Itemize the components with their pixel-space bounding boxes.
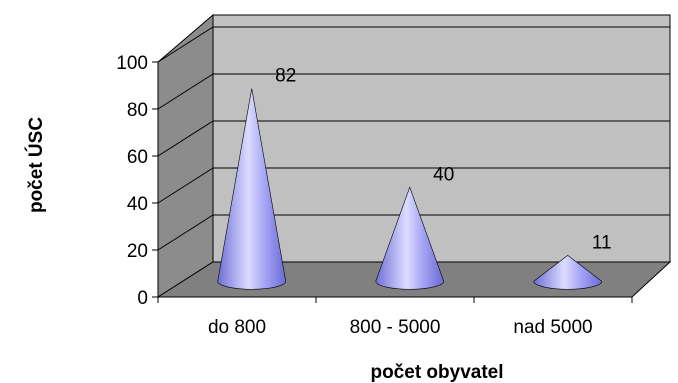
gridlines bbox=[157, 26, 670, 251]
gridline-side bbox=[157, 214, 214, 251]
cone-body bbox=[533, 255, 603, 290]
cone bbox=[217, 88, 287, 290]
cone-body bbox=[217, 88, 287, 290]
x-axis: do 800 800 - 5000 nad 5000 bbox=[157, 296, 633, 338]
x-category-label: 800 - 5000 bbox=[350, 317, 441, 338]
y-axis: 0 20 40 60 80 100 bbox=[116, 53, 159, 309]
cone bbox=[533, 255, 603, 290]
cones bbox=[217, 88, 603, 290]
data-label: 11 bbox=[592, 232, 612, 253]
x-axis-title: počet obyvatel bbox=[370, 362, 503, 383]
y-tick-label: 20 bbox=[127, 241, 148, 262]
data-label: 40 bbox=[433, 164, 454, 185]
gridline-side bbox=[157, 120, 214, 157]
cone bbox=[375, 186, 445, 290]
y-tick-label: 40 bbox=[127, 194, 148, 215]
y-tick-label: 80 bbox=[127, 100, 148, 121]
y-axis-title: počet ÚSC bbox=[25, 117, 47, 213]
y-tick-label: 0 bbox=[137, 288, 148, 309]
gridline-side bbox=[157, 73, 214, 110]
gridline-side bbox=[157, 26, 214, 63]
cone-body bbox=[375, 186, 445, 290]
data-labels: 82 40 11 bbox=[275, 66, 611, 254]
gridline-side bbox=[157, 167, 214, 204]
back-wall bbox=[212, 14, 671, 263]
x-category-label: do 800 bbox=[208, 317, 266, 338]
x-category-label: nad 5000 bbox=[513, 317, 592, 338]
data-label: 82 bbox=[275, 66, 296, 87]
y-tick-label: 100 bbox=[116, 53, 148, 74]
y-tick-label: 60 bbox=[127, 147, 148, 168]
